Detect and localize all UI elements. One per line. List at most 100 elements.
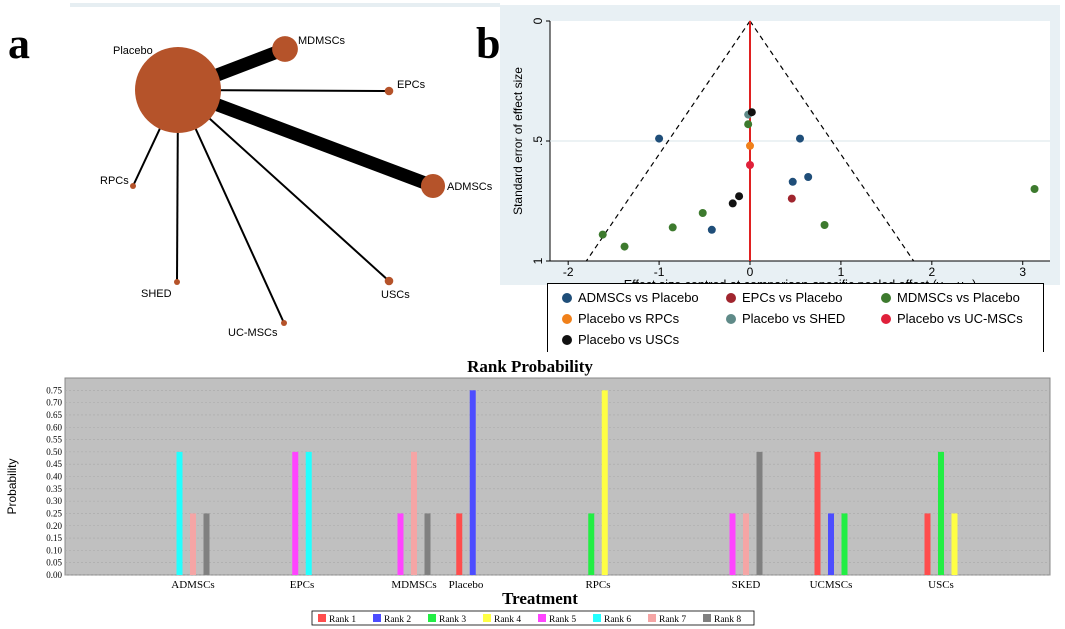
funnel-point [620, 242, 629, 251]
legend-swatch-icon [373, 614, 381, 622]
rank-bar [456, 513, 463, 575]
legend-marker-icon [881, 292, 891, 303]
funnel-point [1030, 185, 1039, 193]
y-axis-title: Standard error of effect size [511, 67, 525, 215]
funnel-point [744, 120, 753, 129]
legend-swatch-icon [703, 614, 711, 622]
network-node [281, 320, 287, 326]
legend-label: Placebo vs SHED [742, 311, 846, 326]
y-tick-label: 0.45 [46, 459, 62, 469]
rank-bar [841, 513, 848, 575]
category-label: MDMSCs [391, 579, 436, 591]
y-tick-label: 1 [531, 257, 545, 264]
network-node [384, 276, 394, 286]
network-node-label: USCs [381, 289, 410, 301]
funnel-point [746, 161, 754, 169]
legend-label: Rank 1 [329, 615, 356, 625]
category-label: SKED [732, 579, 761, 591]
funnel-legend: ADMSCs vs Placebo EPCs vs Placebo MDMSCs… [547, 283, 1044, 353]
legend-item: Placebo vs SHED [726, 311, 845, 326]
legend-label: MDMSCs vs Placebo [897, 290, 1020, 305]
rank-bar [828, 513, 834, 575]
rank-bar [601, 390, 608, 575]
rank-bar [305, 451, 312, 575]
rank-bar [729, 513, 736, 575]
y-tick-label: 0.20 [46, 521, 62, 531]
network-node-label: RPCs [100, 175, 129, 187]
funnel-point [746, 141, 754, 150]
legend-label: Rank 5 [549, 615, 576, 625]
network-edge [177, 89, 390, 282]
y-tick-label: 0.70 [46, 398, 62, 408]
y-tick-label: 0.05 [46, 558, 62, 568]
legend-swatch-icon [648, 614, 656, 622]
funnel-point [698, 209, 707, 217]
funnel-point [788, 177, 797, 186]
x-tick-label: 2 [928, 265, 935, 279]
category-label: USCs [928, 579, 954, 591]
funnel-plot: -2 -1 0 1 2 3 0 .5 1 Standard error of effect siz… [500, 5, 1060, 285]
legend-item: MDMSCs vs Placebo [881, 290, 1020, 305]
rank-bar [203, 513, 210, 575]
network-node [174, 279, 180, 285]
x-tick-label: 1 [838, 265, 845, 279]
rank-bar [938, 451, 944, 575]
rank-bar [814, 451, 821, 575]
network-node [130, 183, 136, 189]
legend-label: Rank 2 [384, 615, 411, 625]
rank-bar [588, 513, 595, 575]
legend-item: Placebo vs USCs [562, 332, 679, 347]
funnel-point [804, 173, 813, 181]
legend-swatch-icon [483, 614, 491, 622]
y-tick-label: 0.00 [46, 570, 62, 580]
legend-label: Rank 8 [714, 615, 741, 625]
funnel-point [747, 108, 756, 117]
funnel-point [655, 134, 664, 143]
legend-swatch-icon [538, 614, 546, 622]
rank-bar [190, 513, 196, 575]
panel-b-label: b [476, 19, 501, 68]
legend-item: Placebo vs UC-MSCs [881, 311, 1023, 326]
category-label: RPCs [585, 579, 610, 591]
y-tick-label: 0.15 [46, 533, 62, 543]
legend-item: Placebo vs RPCs [562, 311, 679, 326]
legend-marker-icon [562, 313, 572, 324]
funnel-point [735, 192, 744, 201]
y-tick-label: 0.60 [46, 422, 62, 432]
category-label: UCMSCs [810, 579, 853, 591]
legend-label: Rank 6 [604, 615, 631, 625]
y-axis-title: Probability [5, 458, 19, 514]
rank-bar [924, 513, 931, 575]
x-tick-label: 3 [1019, 265, 1026, 279]
network-node-label: EPCs [397, 79, 426, 91]
legend-marker-icon [881, 313, 891, 324]
funnel-right-line [749, 20, 915, 262]
legend-label: EPCs vs Placebo [742, 290, 843, 305]
legend-label: Rank 3 [439, 615, 466, 625]
y-tick-label: 0.25 [46, 508, 62, 518]
x-axis-title: Treatment [502, 589, 578, 608]
rank-bar [411, 451, 417, 575]
network-node [272, 36, 298, 62]
legend-marker-icon [562, 292, 572, 303]
y-tick-label: 0.75 [46, 385, 62, 395]
legend-label: Placebo vs UC-MSCs [897, 311, 1023, 326]
rank-bar [176, 451, 183, 575]
network-edge [175, 83, 436, 193]
category-label: Placebo [449, 579, 484, 591]
rank-probability-chart: Rank Probability 0.00 0.05 0.10 0.15 0.20 0.25… [0, 352, 1065, 629]
panel-a-label: a [8, 19, 30, 68]
y-tick-label: 0.10 [46, 545, 62, 555]
y-tick-label: 0.55 [46, 435, 62, 445]
network-node [384, 86, 394, 96]
panel-top-band [70, 3, 500, 7]
funnel-point [728, 199, 737, 208]
legend-item: EPCs vs Placebo [726, 290, 842, 305]
legend-swatch-icon [318, 614, 326, 622]
y-tick-label: 0.40 [46, 472, 62, 482]
category-label: ADMSCs [171, 579, 214, 591]
legend-swatch-icon [593, 614, 601, 622]
y-tick-label: 0.30 [46, 496, 62, 506]
legend-item: ADMSCs vs Placebo [562, 290, 699, 305]
y-tick-label: 0.50 [46, 447, 62, 457]
